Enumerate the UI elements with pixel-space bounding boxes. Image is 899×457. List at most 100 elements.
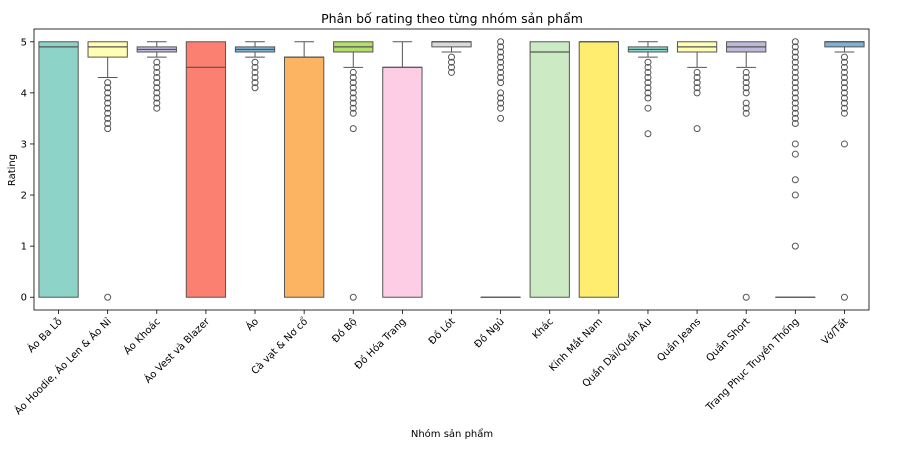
outlier-point	[791, 53, 799, 61]
outlier-point	[153, 74, 161, 82]
outlier-point	[497, 38, 505, 46]
outlier-point	[840, 109, 848, 117]
outlier-point	[104, 84, 112, 92]
outlier-point	[153, 79, 161, 87]
outlier-point	[497, 79, 505, 87]
outlier-point	[791, 58, 799, 66]
box	[529, 41, 570, 298]
outlier-point	[693, 89, 701, 97]
outlier-point	[153, 63, 161, 71]
outlier-point	[153, 68, 161, 76]
outlier-point	[349, 84, 357, 92]
y-tick-label: 5	[21, 37, 27, 48]
outlier-point	[448, 63, 455, 71]
outlier-point	[104, 114, 112, 122]
x-tick-label: Đồ Lót	[426, 316, 458, 348]
outlier-point	[497, 68, 505, 76]
outlier-point	[791, 84, 799, 92]
outlier-point	[840, 104, 848, 112]
x-tick-label: Đồ Ngủ	[472, 316, 507, 351]
x-tick-label: Khác	[530, 316, 556, 342]
x-tick-label: Đồ Bộ	[330, 316, 360, 346]
outlier-point	[153, 104, 161, 112]
outlier-point	[840, 99, 848, 107]
outlier-point	[104, 99, 112, 107]
x-tick-label: Vớ/Tất	[819, 316, 851, 348]
x-tick-label: Áo Khoác	[121, 315, 163, 357]
outlier-point	[791, 79, 799, 87]
outlier-point	[791, 176, 799, 184]
outlier-point	[693, 125, 701, 133]
outlier-point	[791, 74, 799, 82]
outlier-point	[104, 120, 112, 128]
outlier-point	[791, 89, 799, 97]
outlier-point	[349, 293, 357, 301]
outlier-point	[497, 104, 505, 112]
outlier-point	[104, 109, 112, 117]
box	[824, 41, 865, 48]
outlier-point	[448, 53, 455, 61]
outlier-point	[791, 63, 799, 71]
outlier-point	[497, 43, 505, 51]
outlier-point	[644, 68, 652, 76]
outlier-point	[497, 63, 505, 71]
outlier-point	[349, 99, 357, 107]
outlier-point	[693, 68, 701, 76]
outlier-point	[497, 114, 505, 122]
outlier-point	[497, 99, 505, 107]
outlier-point	[448, 68, 455, 76]
outlier-point	[742, 74, 750, 82]
y-tick-label: 2	[21, 191, 27, 202]
y-axis-label: Rating	[7, 154, 18, 186]
box	[38, 41, 79, 298]
outlier-point	[791, 242, 799, 250]
box	[87, 41, 128, 58]
box	[382, 66, 423, 298]
outlier-point	[791, 140, 799, 148]
outlier-point	[742, 79, 750, 87]
outlier-point	[840, 89, 848, 97]
outlier-point	[104, 293, 112, 301]
outlier-point	[104, 104, 112, 112]
outlier-point	[693, 84, 701, 92]
outlier-point	[497, 74, 505, 82]
outlier-point	[840, 94, 848, 102]
outlier-point	[791, 38, 799, 46]
outlier-point	[791, 150, 799, 158]
outlier-point	[349, 74, 357, 82]
outlier-point	[840, 68, 848, 76]
outlier-point	[742, 104, 750, 112]
outlier-point	[153, 58, 161, 66]
outlier-point	[742, 68, 750, 76]
outlier-point	[349, 89, 357, 97]
outlier-point	[791, 99, 799, 107]
outlier-point	[349, 79, 357, 87]
outlier-point	[644, 63, 652, 71]
outlier-point	[840, 79, 848, 87]
box	[185, 41, 227, 298]
outlier-point	[104, 79, 112, 87]
outlier-point	[497, 58, 505, 66]
outlier-point	[644, 89, 652, 97]
outlier-point	[497, 48, 505, 56]
x-tick-label: Áo Ba Lỗ	[24, 315, 64, 355]
outlier-point	[840, 140, 848, 148]
x-tick-label: Trang Phục Truyền Thống	[703, 316, 801, 414]
outlier-point	[791, 43, 799, 51]
x-axis-label: Nhóm sản phẩm	[411, 427, 493, 440]
outlier-point	[153, 84, 161, 92]
outlier-point	[693, 74, 701, 82]
outlier-point	[791, 48, 799, 56]
outlier-point	[742, 293, 750, 301]
outlier-point	[497, 89, 505, 97]
outlier-point	[791, 191, 799, 199]
y-tick-label: 0	[21, 293, 27, 304]
outlier-point	[791, 120, 799, 128]
x-tick-label: Quần Jeans	[655, 316, 704, 365]
outlier-point	[251, 68, 259, 76]
outlier-point	[104, 89, 112, 97]
outlier-point	[104, 125, 112, 133]
outlier-point	[840, 74, 848, 82]
outlier-point	[349, 94, 357, 102]
